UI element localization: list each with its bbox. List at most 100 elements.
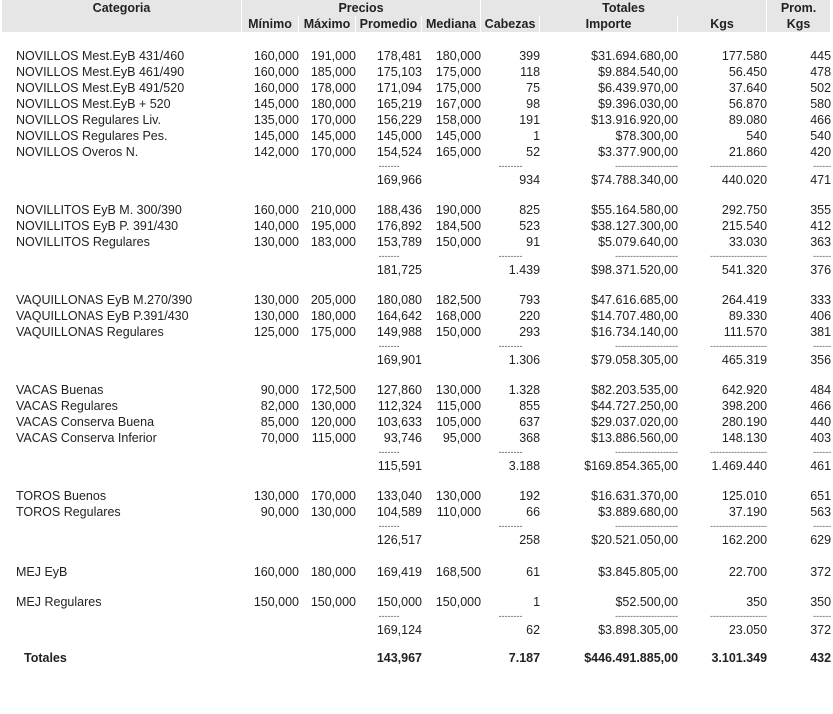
sep-prom: ------	[813, 447, 832, 457]
sep-blank	[299, 610, 356, 622]
table-row: NOVILLOS Overos N. 142,000 170,000 154,524 1…	[2, 144, 831, 160]
sep-importe: ---------------------	[615, 161, 679, 171]
subtotal-separator: ------- -------- --------------------- ----…	[2, 340, 832, 352]
sep-blank	[299, 160, 356, 172]
sep-cabezas: --------	[498, 251, 523, 261]
subtotal-cabezas: 1.306	[508, 353, 541, 367]
sep-blank	[422, 160, 481, 172]
cell-promedio: 171,094	[376, 81, 422, 95]
spacer-row	[2, 548, 831, 564]
cell-cabezas: 293	[519, 325, 541, 339]
subtotal-blank	[242, 172, 299, 188]
subtotal-kgs: 23.050	[728, 623, 768, 637]
cell-prom: 381	[810, 325, 832, 339]
col-totales: Totales	[481, 0, 768, 16]
subtotal-separator: ------- -------- --------------------- ----…	[2, 610, 832, 622]
cell-prom: 440	[810, 415, 832, 429]
sep-cabezas: --------	[498, 161, 523, 171]
subtotal-cabezas: 62	[526, 623, 541, 637]
spacer-row	[2, 474, 831, 488]
sep-blank	[299, 340, 356, 352]
table-row: VACAS Conserva Buena 85,000 120,000 103,633…	[2, 414, 831, 430]
subtotal-importe: $169.854.365,00	[584, 459, 679, 473]
table-row: NOVILLOS Regulares Pes. 145,000 145,000 145…	[2, 128, 831, 144]
cell-prom: 478	[810, 65, 832, 79]
cell-kgs: 398.200	[721, 399, 768, 413]
table-row: NOVILLOS Regulares Liv. 135,000 170,000 156…	[2, 112, 831, 128]
sep-blank	[242, 520, 299, 532]
sep-importe: ---------------------	[615, 521, 679, 531]
sep-blank	[2, 610, 242, 622]
table-row: VACAS Conserva Inferior 70,000 115,000 93,7…	[2, 430, 831, 446]
cell-mediana: 168,000	[435, 309, 482, 323]
cell-minimo: 130,000	[253, 235, 299, 249]
cell-prom: 580	[810, 97, 832, 111]
table-row: NOVILLITOS EyB M. 300/390 160,000 210,000 1…	[2, 202, 831, 218]
cell-mediana: 167,000	[435, 97, 482, 111]
cell-prom: 420	[810, 145, 832, 159]
sep-promedio: -------	[378, 341, 400, 351]
totals-kgs: 3.101.349	[711, 651, 768, 665]
cell-kgs: 350	[746, 595, 768, 609]
cell-maximo: 210,000	[310, 203, 356, 217]
sep-blank	[422, 446, 481, 458]
cell-kgs: 540	[746, 129, 768, 143]
spacer-cell	[2, 474, 831, 488]
sep-prom: ------	[813, 611, 832, 621]
cell-mediana: 130,000	[435, 489, 482, 503]
cell-kgs: 22.700	[728, 565, 768, 579]
sep-blank	[422, 520, 481, 532]
cell-kgs: 177.580	[721, 49, 768, 63]
sep-cabezas: --------	[498, 521, 523, 531]
cell-minimo: 160,000	[253, 565, 299, 579]
totals-row: Totales 143,967 7.187 $446.491.885,00 3.101.…	[2, 648, 831, 668]
cell-importe: $16.631.370,00	[591, 489, 679, 503]
sep-importe: ---------------------	[615, 341, 679, 351]
cell-maximo: 130,000	[310, 399, 356, 413]
cell-maximo: 205,000	[310, 293, 356, 307]
sep-blank	[242, 250, 299, 262]
cell-cabezas: 61	[526, 565, 541, 579]
cell-mediana: 175,000	[435, 65, 482, 79]
cell-mediana: 190,000	[435, 203, 482, 217]
table-row: NOVILLITOS Regulares 130,000 183,000 153,78…	[2, 234, 831, 250]
subtotal-blank	[242, 352, 299, 368]
sep-kgs: -------------------	[710, 521, 768, 531]
cell-minimo: 142,000	[253, 145, 299, 159]
cell-maximo: 115,000	[311, 431, 356, 445]
cell-prom: 502	[810, 81, 832, 95]
subtotal-blank	[299, 172, 356, 188]
table-header: Categoria Precios Totales Prom. Mínimo M…	[2, 0, 832, 32]
subtotal-prom: 629	[810, 533, 832, 547]
cell-maximo: 180,000	[310, 309, 356, 323]
cell-maximo: 183,000	[310, 235, 356, 249]
cell-maximo: 172,500	[310, 383, 356, 397]
sep-kgs: -------------------	[710, 341, 768, 351]
cell-categoria: NOVILLOS Overos N.	[16, 145, 139, 159]
col-minimo: Mínimo	[242, 16, 299, 32]
cell-importe: $9.396.030,00	[598, 97, 679, 111]
subtotal-row: 169,901 1.306 $79.058.305,00 465.319 356	[2, 352, 831, 368]
cell-prom: 372	[810, 565, 832, 579]
cell-mediana: 165,000	[435, 145, 482, 159]
sep-promedio: -------	[378, 447, 400, 457]
cell-cabezas: 98	[526, 97, 541, 111]
cell-kgs: 264.419	[721, 293, 768, 307]
cell-maximo: 145,000	[310, 129, 356, 143]
sep-importe: ---------------------	[615, 611, 679, 621]
subtotal-promedio: 169,966	[376, 173, 422, 187]
cell-mediana: 145,000	[435, 129, 482, 143]
subtotal-importe: $74.788.340,00	[591, 173, 679, 187]
sep-prom: ------	[813, 341, 832, 351]
spacer-cell	[2, 188, 831, 202]
cell-kgs: 37.190	[728, 505, 768, 519]
sep-promedio: -------	[378, 161, 400, 171]
cell-prom: 406	[810, 309, 832, 323]
col-cabezas: Cabezas	[481, 16, 541, 32]
cell-kgs: 642.920	[721, 383, 768, 397]
subtotal-blank	[299, 262, 356, 278]
cell-cabezas: 1.328	[508, 383, 541, 397]
cell-minimo: 130,000	[253, 309, 299, 323]
cell-categoria: TOROS Regulares	[16, 505, 121, 519]
spacer-cell	[2, 32, 831, 48]
